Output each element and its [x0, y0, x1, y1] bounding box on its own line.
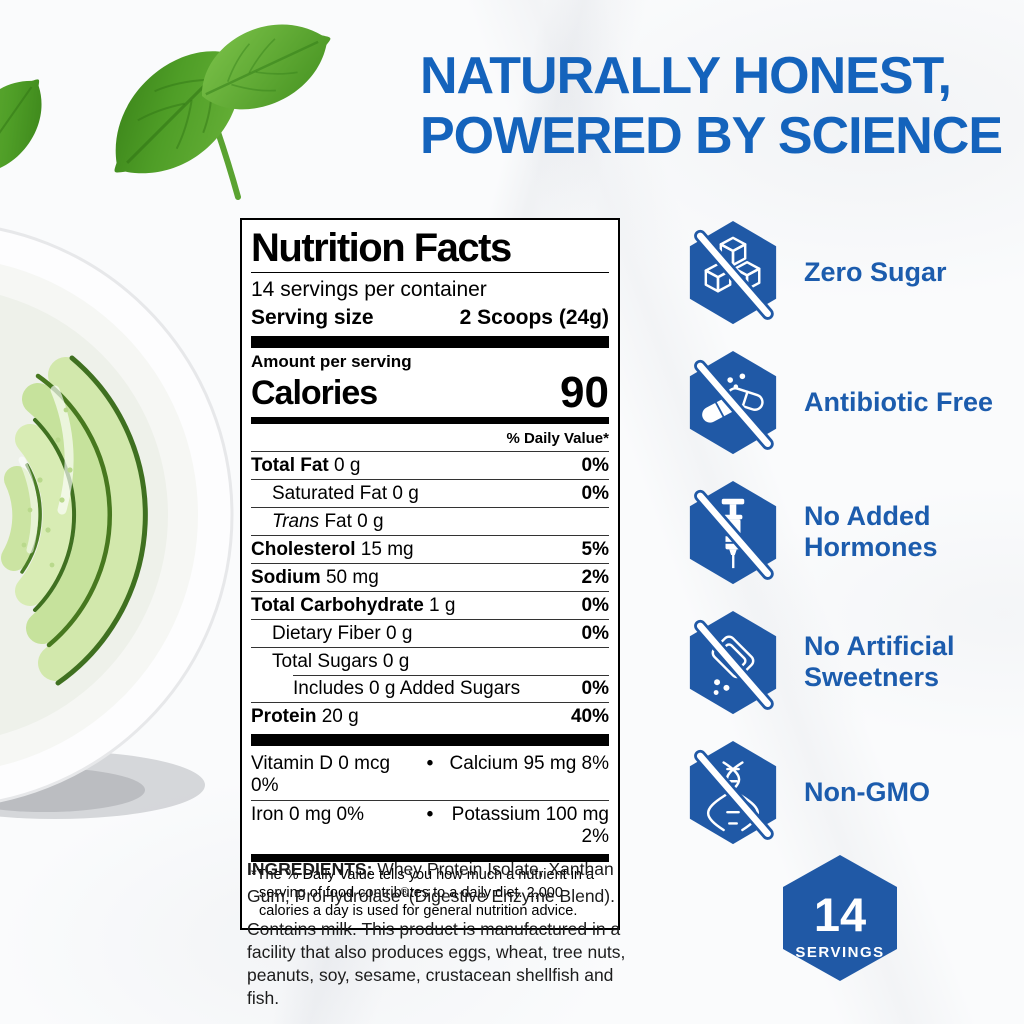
calories-row: Calories 90 [251, 368, 609, 417]
medium-bar [251, 417, 609, 424]
no-antibiotic-icon [686, 350, 780, 455]
nutrient-row: Cholesterol 15 mg 5% [251, 535, 609, 563]
basil-leaf [201, 24, 331, 110]
no-sugar-icon [686, 220, 780, 325]
cucumber-bowl-photo [0, 227, 234, 819]
daily-value-footnote: *The % Daily Value tells you how much a … [251, 867, 595, 919]
nutrient-row: Sodium 50 mg 2% [251, 563, 609, 591]
ingredients-part2: (Digestive Enzyme Blend). [408, 885, 615, 906]
feature-badge: No Added Hormones [686, 467, 999, 597]
feature-badges: Zero Sugar Antibiotic Free No Added Hormon… [686, 207, 999, 857]
nutrition-facts-title: Nutrition Facts [251, 226, 512, 270]
servings-count-badge: 14 SERVINGS [783, 855, 897, 981]
nutrient-row: Includes 0 g Added Sugars 0% [251, 675, 609, 702]
nutrient-row: Total Carbohydrate 1 g 0% [251, 591, 609, 619]
daily-value-header: % Daily Value* [506, 430, 609, 447]
serving-size-row: Serving size 2 Scoops (24g) [251, 303, 609, 332]
micronutrient-rows: Vitamin D 0 mcg 0% • Calcium 95 mg 8% Iron … [251, 750, 609, 851]
nutrient-row: Saturated Fat 0 g 0% [251, 479, 609, 507]
serving-size-value: 2 Scoops (24g) [459, 306, 609, 329]
badge-label: Zero Sugar [804, 256, 947, 287]
nutrition-facts-label: Nutrition Facts 14 servings per containe… [240, 218, 620, 930]
cucumber-ribbons [1, 355, 148, 686]
medium-bar [251, 854, 609, 862]
no-artificial-sweeteners-icon [686, 610, 780, 715]
basil-leaves-photo [0, 24, 331, 200]
non-gmo-icon [686, 740, 780, 845]
allergen-text: Contains milk. This product is manufactu… [247, 918, 626, 1008]
calories-label: Calories [251, 374, 378, 412]
hexagon-shape [783, 855, 897, 981]
ingredients-label: INGREDIENTS: [247, 859, 373, 879]
badge-label: No Artificial Sweetners [804, 631, 955, 692]
nutrient-row: Total Fat 0 g 0% [251, 451, 609, 479]
serving-size-label: Serving size [251, 306, 374, 329]
nutrient-row: Trans Fat 0 g [251, 507, 609, 535]
badge-label: Antibiotic Free [804, 386, 994, 417]
feature-badge: No Artificial Sweetners [686, 597, 999, 727]
cucumber-seeds [21, 407, 73, 568]
headline: NATURALLY HONEST, POWERED BY SCIENCE [420, 46, 1003, 166]
amount-per-serving: Amount per serving [251, 352, 412, 371]
micronutrient-row: Iron 0 mg 0% • Potassium 100 mg 2% [251, 800, 609, 851]
nutrient-rows: Total Fat 0 g 0% Saturated Fat 0 g 0% Trans … [251, 451, 609, 730]
thick-bar [251, 734, 609, 746]
basil-leaf-partial [0, 79, 42, 173]
ingredients-section: INGREDIENTS: Whey Protein Isolate, Xanth… [247, 858, 643, 1010]
servings-number: 14 [814, 888, 866, 941]
divider [251, 272, 609, 273]
servings-per-container: 14 servings per container [251, 278, 487, 301]
calories-value: 90 [560, 368, 609, 417]
nutrient-row: Protein 20 g 40% [251, 702, 609, 730]
badge-label: Non-GMO [804, 776, 930, 807]
registered-mark: ® [400, 886, 409, 898]
thick-bar [251, 336, 609, 348]
ingredients-text: INGREDIENTS: Whey Protein Isolate, Xanth… [247, 858, 643, 908]
ingredients-part1: Whey Protein Isolate, Xanthan Gum, ProHy… [247, 859, 614, 906]
feature-badge: Non-GMO [686, 727, 999, 857]
feature-badge: Zero Sugar [686, 207, 999, 337]
badge-label: No Added Hormones [804, 501, 938, 562]
servings-word: SERVINGS [795, 944, 884, 961]
headline-line1: NATURALLY HONEST, [420, 47, 952, 105]
headline-line2: POWERED BY SCIENCE [420, 107, 1003, 165]
micronutrient-row: Vitamin D 0 mcg 0% • Calcium 95 mg 8% [251, 753, 609, 796]
nutrient-row: Dietary Fiber 0 g 0% [251, 619, 609, 647]
feature-badge: Antibiotic Free [686, 337, 999, 467]
no-hormones-icon [686, 480, 780, 585]
nutrient-row: Total Sugars 0 g [251, 647, 609, 675]
